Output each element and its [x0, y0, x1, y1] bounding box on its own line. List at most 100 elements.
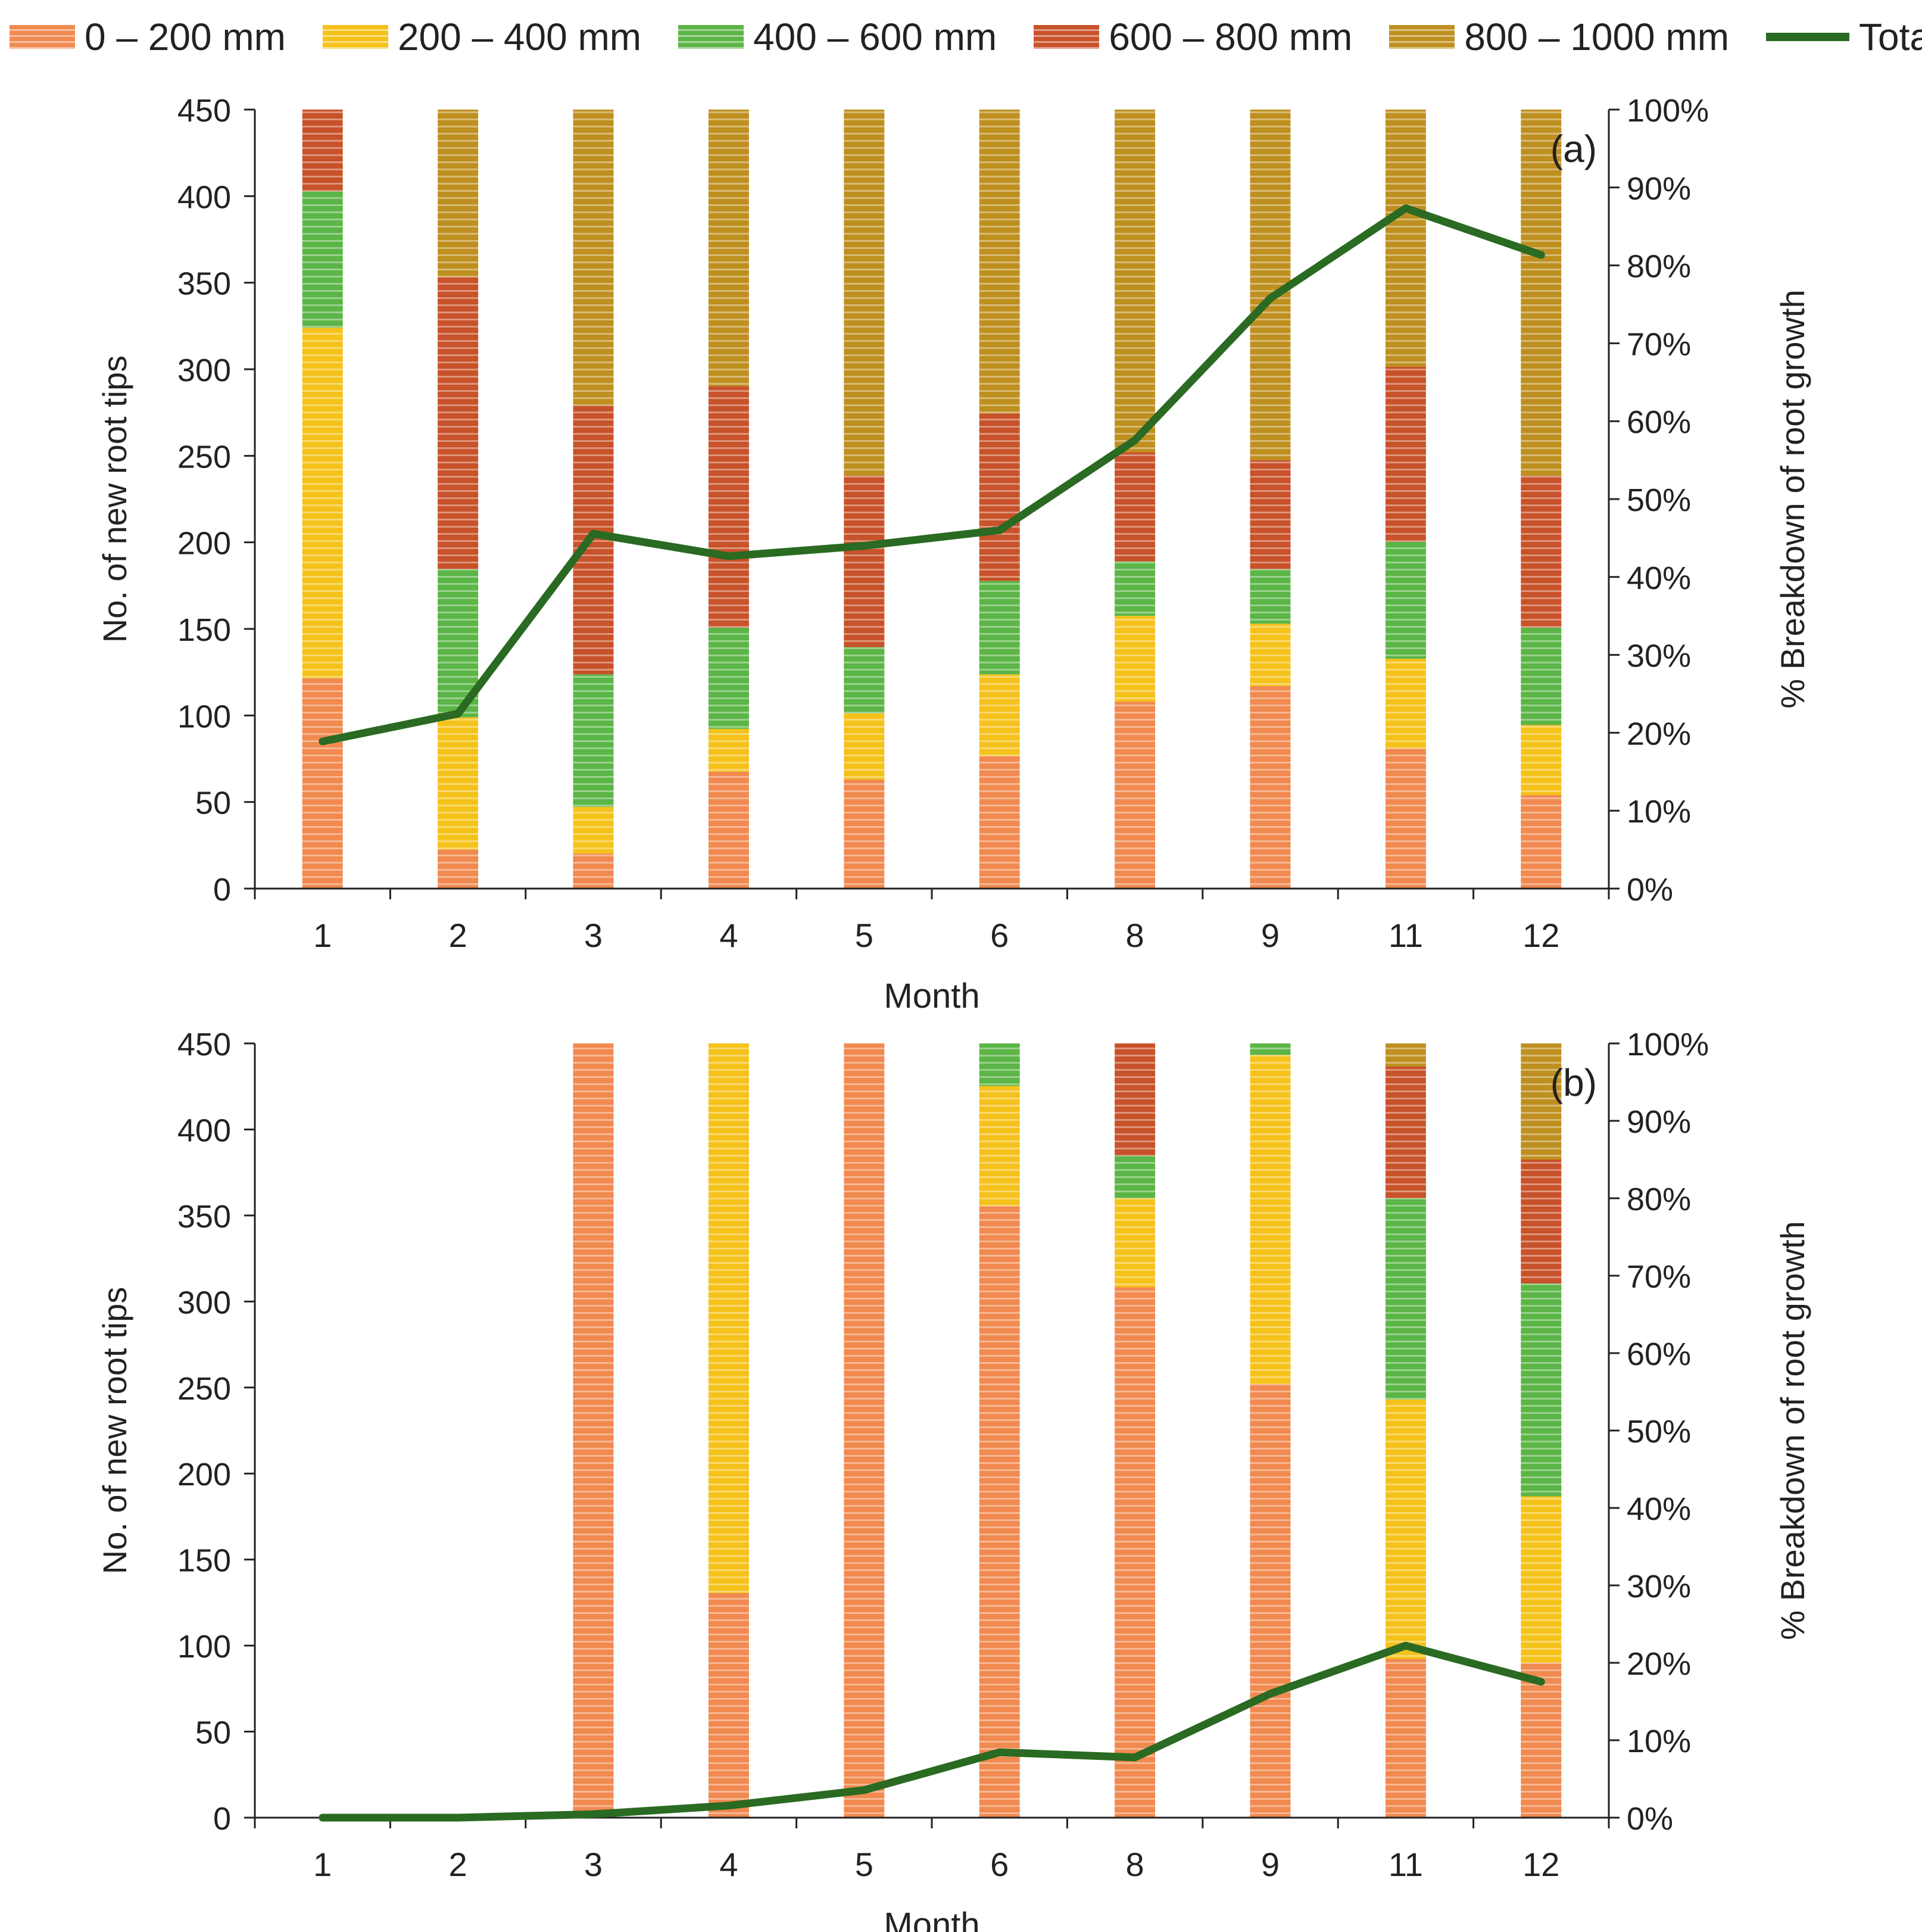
legend-total-line-icon — [1766, 33, 1850, 41]
bar-segment-800-1000-mm-month-3 — [573, 110, 614, 406]
bar-segment-600-800-mm-month-1 — [302, 110, 343, 192]
total-point-month-2 — [456, 712, 460, 716]
legend-label: 800 – 1000 mm — [1464, 15, 1730, 58]
x-tick-label: 4 — [719, 917, 738, 954]
y2-tick-label: 0% — [1627, 1801, 1673, 1837]
y2-tick-label: 60% — [1627, 1336, 1691, 1372]
bar-segment-200-400-mm-month-4 — [708, 728, 749, 772]
legend-item-600-800-mm: 600 – 800 mm — [1034, 15, 1352, 59]
legend-swatch-600-800-mm-icon — [1034, 25, 1100, 49]
total-point-month-8 — [1133, 438, 1137, 443]
total-point-month-3 — [591, 1812, 595, 1816]
total-point-month-4 — [726, 554, 731, 558]
total-point-month-5 — [862, 544, 866, 548]
x-tick-label: 11 — [1389, 917, 1423, 954]
y2-tick-label: 90% — [1627, 1104, 1691, 1140]
x-tick-label: 1 — [313, 1846, 332, 1883]
total-point-month-12 — [1539, 1679, 1543, 1684]
x-tick-label: 9 — [1261, 917, 1280, 954]
y-tick-label: 0 — [213, 1801, 231, 1837]
legend-item-400-600-mm: 400 – 600 mm — [678, 15, 997, 59]
y-tick-label: 450 — [177, 1027, 231, 1062]
y-tick-label: 300 — [177, 353, 231, 388]
bar-segment-600-800-mm-month-8 — [1115, 452, 1156, 562]
legend-swatch-800-1000-mm-icon — [1389, 25, 1455, 49]
y2-tick-label: 50% — [1627, 1414, 1691, 1450]
y-tick-label: 50 — [195, 1715, 231, 1751]
bar-segment-800-1000-mm-month-12 — [1521, 110, 1562, 476]
x-tick-label: 6 — [990, 917, 1009, 954]
legend-label: Total — [1859, 15, 1922, 58]
bar-segment-800-1000-mm-month-12 — [1521, 1043, 1562, 1160]
bar-segment-600-800-mm-month-12 — [1521, 475, 1562, 628]
x-tick-label: 8 — [1126, 1846, 1144, 1883]
x-tick-label: 6 — [990, 1846, 1009, 1883]
total-point-month-6 — [997, 1750, 1001, 1755]
panel-label: (b) — [1550, 1061, 1597, 1104]
bar-segment-0-200-mm-month-11 — [1385, 748, 1426, 889]
y-tick-label: 250 — [177, 439, 231, 475]
bar-segment-200-400-mm-month-11 — [1385, 1400, 1426, 1659]
bar-segment-0-200-mm-month-2 — [438, 849, 479, 889]
x-tick-label: 8 — [1126, 917, 1144, 954]
bar-segment-0-200-mm-month-6 — [979, 756, 1020, 889]
total-point-month-9 — [1268, 1692, 1272, 1696]
legend-item-800-1000-mm: 800 – 1000 mm — [1389, 15, 1729, 59]
y2-tick-label: 0% — [1627, 872, 1673, 908]
bar-segment-0-200-mm-month-12 — [1521, 1663, 1562, 1818]
x-tick-label: 1 — [313, 917, 332, 954]
x-tick-label: 11 — [1389, 1846, 1423, 1883]
x-tick-label: 5 — [855, 917, 873, 954]
legend-label: 200 – 400 mm — [397, 15, 642, 58]
legend-item-0-200-mm: 0 – 200 mm — [10, 15, 286, 59]
y2-tick-label: 10% — [1627, 794, 1691, 830]
y-axis-title: No. of new root tips — [96, 356, 133, 643]
chart-panel-b: 0 50 100 150 200 250 300 350 400 450 0% 10% 20% 30% 40… — [96, 1027, 1811, 1932]
y-tick-label: 250 — [177, 1371, 231, 1407]
bar-segment-0-200-mm-month-8 — [1115, 702, 1156, 889]
bar-segment-600-800-mm-month-12 — [1521, 1160, 1562, 1283]
y-tick-label: 0 — [213, 872, 231, 908]
legend-label: 400 – 600 mm — [753, 15, 997, 58]
bar-segment-400-600-mm-month-11 — [1385, 1198, 1426, 1400]
total-point-month-12 — [1539, 253, 1543, 257]
bar-segment-200-400-mm-month-6 — [979, 1086, 1020, 1206]
bar-segment-200-400-mm-month-2 — [438, 717, 479, 850]
bar-segment-800-1000-mm-month-8 — [1115, 110, 1156, 453]
total-point-month-5 — [862, 1788, 866, 1792]
x-axis-title: Month — [884, 977, 979, 1015]
bar-segment-400-600-mm-month-12 — [1521, 1283, 1562, 1497]
y2-axis-title: % Breakdown of root growth — [1774, 289, 1811, 708]
bar-segment-600-800-mm-month-8 — [1115, 1043, 1156, 1156]
bar-segment-600-800-mm-month-2 — [438, 277, 479, 569]
bar-segment-0-200-mm-month-1 — [302, 678, 343, 889]
total-point-month-1 — [320, 1816, 325, 1819]
bar-segment-200-400-mm-month-4 — [708, 1043, 749, 1593]
bar-segment-600-800-mm-month-6 — [979, 413, 1020, 581]
legend-swatch-400-600-mm-icon — [678, 25, 744, 49]
y2-tick-label: 90% — [1627, 171, 1691, 207]
bar-segment-200-400-mm-month-9 — [1250, 1055, 1291, 1384]
bar-segment-800-1000-mm-month-2 — [438, 110, 479, 278]
bar-segment-0-200-mm-month-6 — [979, 1206, 1020, 1818]
chart-legend: 0 – 200 mm 200 – 400 mm 400 – 600 mm 600 – … — [10, 13, 1922, 61]
total-point-month-4 — [726, 1803, 731, 1808]
y-tick-label: 350 — [177, 1199, 231, 1235]
total-point-month-6 — [997, 528, 1001, 532]
bar-segment-200-400-mm-month-12 — [1521, 725, 1562, 796]
y2-tick-label: 70% — [1627, 326, 1691, 362]
bar-segment-0-200-mm-month-4 — [708, 1593, 749, 1818]
y2-tick-label: 20% — [1627, 716, 1691, 752]
bar-segment-0-200-mm-month-9 — [1250, 685, 1291, 889]
bar-segment-200-400-mm-month-8 — [1115, 1198, 1156, 1288]
bar-segment-200-400-mm-month-5 — [844, 713, 885, 780]
bar-segment-400-600-mm-month-8 — [1115, 561, 1156, 616]
bar-segment-0-200-mm-month-8 — [1115, 1287, 1156, 1818]
bar-segment-0-200-mm-month-5 — [844, 1043, 885, 1818]
y-tick-label: 200 — [177, 1457, 231, 1492]
x-tick-label: 9 — [1261, 1846, 1280, 1883]
y-axis-title: No. of new root tips — [96, 1287, 133, 1574]
bar-segment-0-200-mm-month-4 — [708, 771, 749, 889]
y2-tick-label: 100% — [1627, 1027, 1709, 1062]
